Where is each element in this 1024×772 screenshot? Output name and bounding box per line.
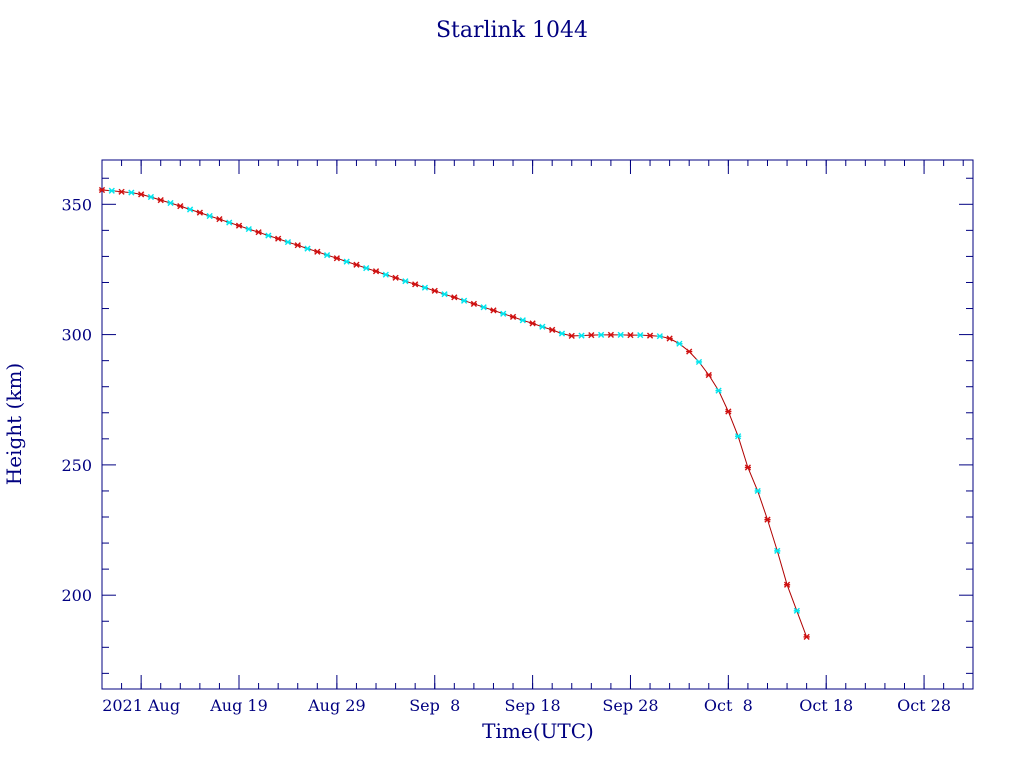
data-point	[275, 235, 282, 242]
data-point	[695, 358, 703, 366]
data-point	[216, 216, 223, 223]
data-point	[568, 332, 575, 339]
data-point	[578, 332, 585, 339]
data-point	[412, 281, 419, 288]
data-point	[372, 268, 380, 275]
x-tick-label: Aug 19	[209, 696, 268, 715]
y-axis-label: Height (km)	[2, 363, 26, 485]
data-point	[783, 581, 791, 588]
x-tick-label: Aug 29	[307, 696, 366, 715]
data-point	[558, 330, 566, 337]
data-point	[314, 248, 321, 255]
data-layer	[98, 186, 810, 640]
data-point	[343, 258, 350, 265]
data-point	[284, 238, 292, 246]
y-tick-label: 350	[61, 195, 92, 214]
data-point	[803, 633, 810, 640]
x-axis-label: Time(UTC)	[482, 719, 594, 743]
x-tick-label: Oct 8	[704, 696, 753, 715]
data-point	[177, 203, 184, 210]
data-point	[764, 516, 771, 523]
data-point	[157, 197, 164, 204]
data-point	[304, 245, 311, 252]
data-point	[744, 464, 752, 471]
data-point	[108, 187, 115, 194]
data-point	[754, 487, 761, 495]
data-point	[98, 186, 106, 194]
data-point	[705, 371, 712, 379]
data-point	[656, 333, 663, 340]
data-point	[167, 199, 174, 207]
data-point	[549, 326, 556, 334]
data-point	[402, 278, 409, 285]
data-point	[509, 313, 517, 320]
data-point	[490, 307, 497, 314]
data-point	[617, 331, 624, 338]
data-point	[147, 193, 155, 201]
data-point	[118, 188, 125, 195]
x-tick-label: Oct 28	[897, 696, 951, 715]
data-point	[226, 219, 233, 226]
data-point	[451, 294, 458, 301]
data-point	[421, 284, 429, 291]
data-point	[470, 300, 477, 307]
data-point	[637, 332, 644, 339]
data-point	[294, 242, 301, 249]
data-point	[588, 332, 595, 339]
data-point	[500, 310, 507, 317]
data-point	[519, 317, 526, 324]
y-tick-label: 300	[61, 326, 92, 345]
data-point	[245, 225, 252, 233]
data-point	[186, 206, 194, 213]
plot-frame	[101, 159, 974, 690]
x-tick-label: Sep 8	[409, 696, 460, 715]
data-point	[441, 291, 448, 298]
x-tick-label: Oct 18	[799, 696, 853, 715]
data-point	[461, 297, 468, 304]
data-point	[529, 320, 536, 327]
data-point	[646, 332, 654, 339]
data-point	[265, 232, 272, 239]
chart-title: Starlink 1044	[436, 18, 588, 43]
data-point	[363, 265, 370, 272]
y-tick-label: 200	[61, 586, 92, 605]
data-point	[333, 255, 340, 262]
y-tick-label: 250	[61, 456, 92, 475]
data-point	[196, 209, 203, 216]
data-point	[480, 304, 487, 311]
x-tick-label: 2021 Aug	[102, 696, 180, 715]
series-line	[101, 189, 808, 638]
data-point	[774, 547, 781, 554]
data-point	[725, 408, 732, 415]
data-point	[128, 189, 135, 196]
axis-tick-labels: 200 250 300 350 2021 Aug Aug 19 Aug 29 Sep 8 Sep…	[61, 195, 951, 715]
x-tick-label: Sep 28	[602, 696, 658, 715]
data-point	[431, 287, 438, 294]
data-point	[715, 387, 722, 394]
x-tick-label: Sep 18	[505, 696, 561, 715]
data-point	[793, 607, 800, 614]
data-point	[666, 335, 673, 342]
axis-ticks	[101, 160, 973, 689]
data-point	[206, 212, 213, 220]
data-point	[382, 271, 389, 278]
data-point	[323, 252, 331, 259]
data-point	[676, 340, 683, 347]
data-point	[353, 261, 360, 268]
data-point	[735, 433, 742, 440]
data-point	[607, 331, 614, 338]
data-point	[255, 229, 262, 236]
data-point	[539, 323, 546, 330]
data-point	[686, 348, 693, 355]
data-point	[598, 331, 605, 338]
data-point	[627, 332, 634, 339]
data-point	[392, 274, 399, 281]
data-point	[235, 222, 243, 229]
data-point	[138, 191, 145, 198]
